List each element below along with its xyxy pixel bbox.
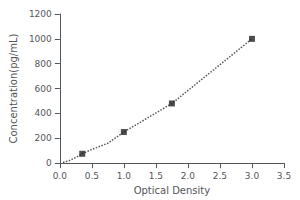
svg-text:1.0: 1.0: [117, 171, 132, 181]
svg-text:200: 200: [35, 133, 52, 143]
svg-text:2.5: 2.5: [213, 171, 227, 181]
svg-text:1000: 1000: [29, 34, 52, 44]
svg-text:Concentration(pg/mL): Concentration(pg/mL): [8, 33, 19, 143]
svg-text:3.5: 3.5: [277, 171, 291, 181]
svg-text:Optical Density: Optical Density: [134, 185, 211, 196]
svg-text:0.5: 0.5: [85, 171, 99, 181]
svg-text:0.0: 0.0: [53, 171, 68, 181]
svg-text:1.5: 1.5: [149, 171, 163, 181]
svg-text:1200: 1200: [29, 9, 52, 19]
svg-text:3.0: 3.0: [245, 171, 260, 181]
svg-text:2.0: 2.0: [181, 171, 196, 181]
svg-text:800: 800: [35, 59, 52, 69]
svg-text:400: 400: [35, 108, 52, 118]
svg-text:0: 0: [46, 158, 52, 168]
svg-text:600: 600: [35, 84, 52, 94]
